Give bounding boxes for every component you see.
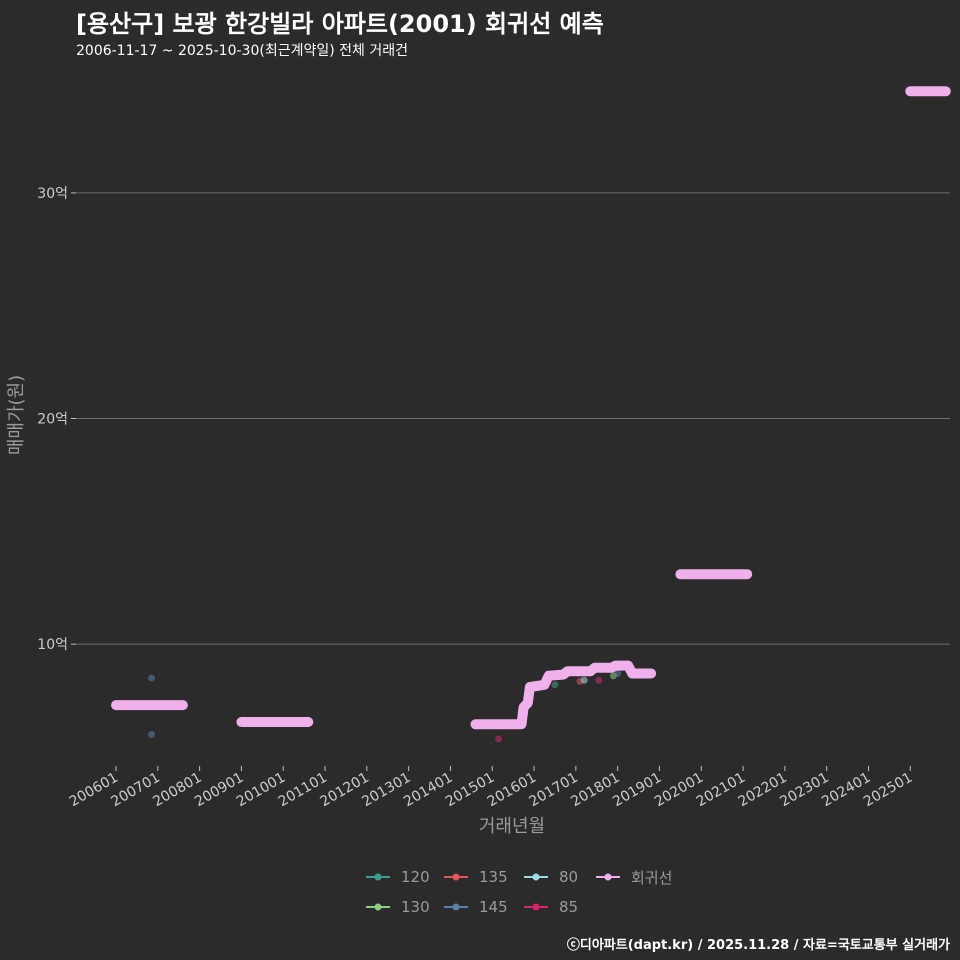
legend-label: 85 xyxy=(559,898,579,916)
scatter-points xyxy=(148,669,622,743)
legend-key-icon xyxy=(524,903,548,911)
chart-subtitle: 2006-11-17 ~ 2025-10-30(최근계약일) 전체 거래건 xyxy=(76,43,408,59)
point-145-0 xyxy=(148,674,156,682)
legend-key-icon xyxy=(366,873,390,881)
legend: 120 135 80 회귀선 130 145 85 xyxy=(365,866,705,922)
legend-item-85: 85 xyxy=(523,896,578,918)
legend-item-130: 130 xyxy=(365,896,430,918)
chart-title: [용산구] 보광 한강빌라 아파트(2001) 회귀선 예측 xyxy=(76,10,604,38)
x-tick-label: 202501 xyxy=(861,770,915,811)
legend-item-135: 135 xyxy=(443,866,508,888)
credit-line: ⓒ디아파트(dapt.kr) / 2025.11.28 / 자료=국토교통부 실… xyxy=(566,938,950,953)
legend-item-80: 80 xyxy=(523,866,578,888)
y-axis-title: 매매가(원) xyxy=(6,375,27,455)
legend-label: 80 xyxy=(559,868,579,886)
regression-segment-2 xyxy=(470,660,657,730)
legend-key-icon xyxy=(524,873,548,881)
y-tick-label: 10억 xyxy=(37,637,68,653)
point-145-2 xyxy=(614,669,622,677)
point-85-0 xyxy=(495,735,503,743)
legend-key-icon xyxy=(444,873,468,881)
point-120-0 xyxy=(551,681,559,689)
y-axis-ticks: 10억 20억 30억 xyxy=(37,186,76,653)
legend-key-icon xyxy=(366,903,390,911)
legend-item-145: 145 xyxy=(443,896,508,918)
legend-label: 회귀선 xyxy=(631,868,673,887)
legend-label: 130 xyxy=(401,898,430,916)
legend-key-icon xyxy=(444,903,468,911)
point-80-0 xyxy=(580,676,588,684)
legend-label: 145 xyxy=(479,898,508,916)
legend-label: 120 xyxy=(401,868,430,886)
point-145-1 xyxy=(148,730,156,738)
legend-label: 135 xyxy=(479,868,508,886)
x-axis-title: 거래년월 xyxy=(479,816,545,837)
x-axis-ticks: 2006012007012008012009012010012011012012… xyxy=(67,766,915,811)
point-85-1 xyxy=(595,676,603,684)
legend-item-120: 120 xyxy=(365,866,430,888)
gridlines xyxy=(76,192,950,645)
y-tick-label: 30억 xyxy=(37,186,68,202)
legend-key-icon xyxy=(596,873,620,881)
legend-item-회귀선: 회귀선 xyxy=(595,866,672,888)
regression-line xyxy=(111,86,951,730)
y-tick-label: 20억 xyxy=(37,412,68,428)
